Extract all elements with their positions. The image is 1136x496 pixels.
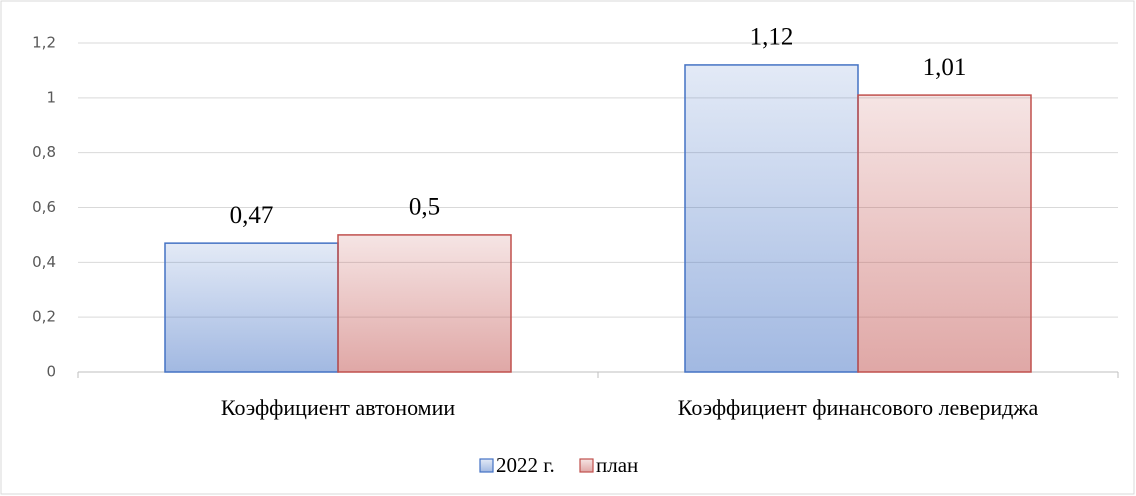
x-tick-label: Коэффициент автономии (221, 395, 455, 420)
data-label: 0,5 (409, 194, 440, 221)
bar (164, 242, 339, 373)
y-tick-label: 0,2 (32, 308, 56, 326)
y-tick-label: 0,8 (32, 143, 56, 161)
y-tick-label: 0 (46, 363, 56, 381)
data-label: 1,12 (750, 24, 794, 51)
data-label: 0,47 (230, 202, 274, 229)
bar (684, 64, 859, 373)
y-tick-label: 0,4 (32, 253, 56, 271)
legend-label: 2022 г. (496, 453, 555, 477)
y-tick-label: 1 (46, 88, 56, 106)
bar (857, 94, 1032, 373)
x-tick-label: Коэффициент финансового левериджа (678, 395, 1039, 420)
legend-label: план (596, 453, 638, 477)
legend-swatch (479, 458, 494, 473)
legend-swatch (579, 458, 594, 473)
bar (337, 234, 512, 373)
data-label: 1,01 (923, 54, 967, 81)
y-tick-label: 0,6 (32, 198, 56, 216)
y-tick-label: 1,2 (32, 34, 56, 52)
